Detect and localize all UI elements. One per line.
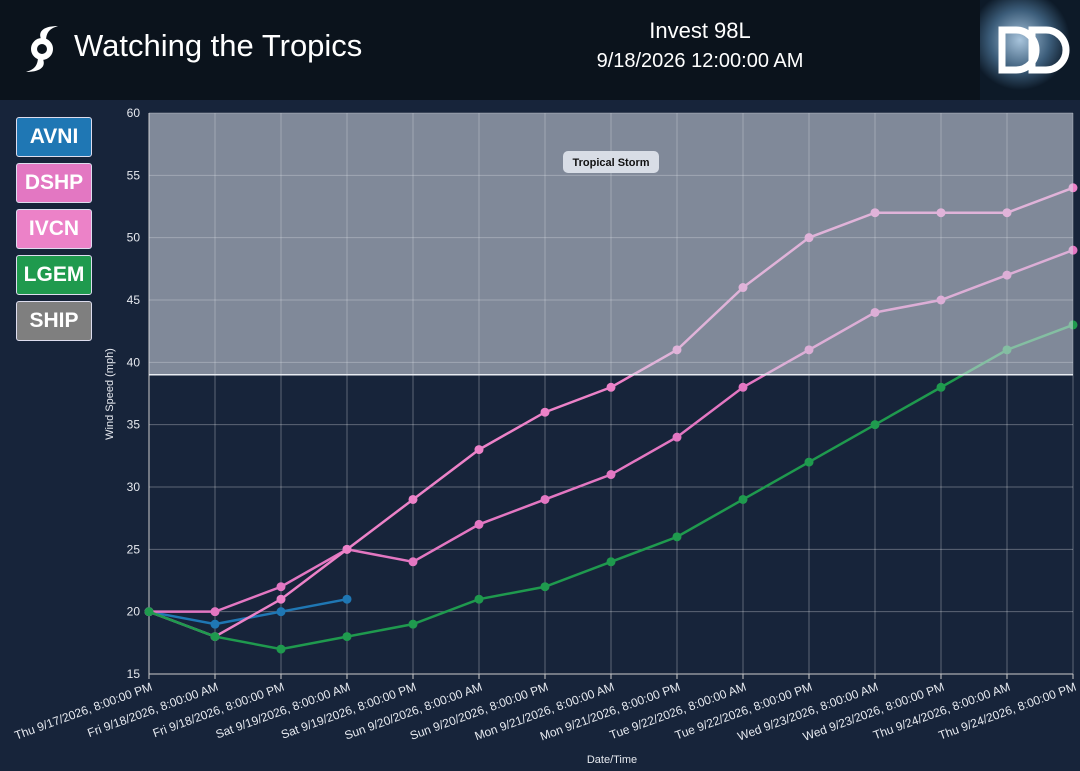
x-tick-label: Thu 9/24/2026, 8:00:00 AM [871, 680, 1012, 743]
series-toggle[interactable]: AVNI [16, 117, 92, 157]
data-point [474, 445, 484, 455]
x-axis-label: Date/Time [587, 754, 637, 766]
data-point [606, 557, 616, 567]
data-point [1068, 320, 1078, 330]
band-label-bg [563, 151, 659, 173]
series-toggle[interactable]: DSHP [16, 163, 92, 203]
y-tick-label: 55 [127, 168, 141, 182]
data-point [408, 494, 418, 504]
series-toggle[interactable]: IVCN [16, 209, 92, 249]
header: Watching the Tropics Invest 98L 9/18/202… [0, 0, 1080, 100]
data-point [144, 607, 154, 617]
data-point [144, 607, 154, 617]
data-point [936, 208, 946, 218]
y-tick-label: 15 [127, 667, 141, 681]
x-tick-label: Mon 9/21/2026, 8:00:00 AM [473, 680, 616, 744]
data-point [474, 519, 484, 529]
data-point [276, 644, 286, 654]
data-point [210, 632, 220, 642]
data-point [210, 607, 220, 617]
data-point [540, 582, 550, 592]
x-tick-label: Wed 9/23/2026, 8:00:00 PM [801, 680, 946, 744]
y-tick-label: 30 [127, 480, 141, 494]
data-point [342, 594, 352, 604]
data-point [672, 432, 682, 442]
x-tick-label: Tue 9/22/2026, 8:00:00 AM [608, 680, 748, 743]
data-point [144, 607, 154, 617]
data-point [276, 582, 286, 592]
y-tick-label: 45 [127, 293, 141, 307]
threshold-band [149, 113, 1073, 375]
data-point [1068, 183, 1078, 193]
x-tick-label: Mon 9/21/2026, 8:00:00 PM [538, 680, 682, 744]
data-point [342, 544, 352, 554]
series-line [148, 597, 348, 626]
data-point [606, 382, 616, 392]
x-tick-label: Fri 9/18/2026, 8:00:00 PM [151, 680, 286, 741]
series-line [148, 186, 1074, 638]
data-point [1002, 345, 1012, 355]
data-point [144, 607, 154, 617]
y-tick-label: 40 [127, 355, 141, 369]
x-tick-label: Wed 9/23/2026, 8:00:00 AM [736, 680, 880, 744]
data-point [804, 345, 814, 355]
data-point [408, 619, 418, 629]
x-tick-label: Sun 9/20/2026, 8:00:00 AM [343, 680, 484, 743]
series-line [148, 323, 1074, 651]
band-label: Tropical Storm [572, 157, 649, 169]
storm-name: Invest 98L [649, 18, 751, 43]
data-point [540, 407, 550, 417]
series-toggle[interactable]: SHIP [16, 301, 92, 341]
x-tick-label: Thu 9/24/2026, 8:00:00 PM [937, 680, 1078, 743]
y-tick-label: 50 [127, 231, 141, 245]
data-point [606, 470, 616, 480]
data-point [342, 632, 352, 642]
y-tick-label: 60 [127, 106, 141, 120]
y-tick-label: 25 [127, 542, 141, 556]
data-point [1002, 270, 1012, 280]
data-point [540, 494, 550, 504]
data-point [804, 457, 814, 467]
data-point [672, 345, 682, 355]
data-point [276, 607, 286, 617]
app-title: Watching the Tropics [74, 28, 363, 63]
data-point [870, 307, 880, 317]
y-tick-label: 20 [127, 605, 141, 619]
data-point [342, 544, 352, 554]
data-point [1002, 208, 1012, 218]
x-tick-label: Fri 9/18/2026, 8:00:00 AM [85, 680, 220, 740]
series-toggle[interactable]: LGEM [16, 255, 92, 295]
storm-datetime: 9/18/2026 12:00:00 AM [596, 50, 804, 72]
x-tick-label: Tue 9/22/2026, 8:00:00 PM [673, 680, 814, 743]
data-point [870, 420, 880, 430]
data-point [210, 619, 220, 629]
data-point [474, 594, 484, 604]
data-point [936, 382, 946, 392]
data-point [936, 295, 946, 305]
legend: AVNI DSHP IVCN LGEM SHIP [16, 117, 92, 347]
data-point [804, 233, 814, 243]
y-axis-label: Wind Speed (mph) [104, 348, 116, 440]
logo [980, 0, 1080, 100]
data-point [738, 283, 748, 293]
y-tick-label: 35 [127, 418, 141, 432]
series-line [149, 248, 1074, 613]
data-point [408, 557, 418, 567]
x-tick-label: Sun 9/20/2026, 8:00:00 PM [408, 680, 550, 743]
data-point [1068, 245, 1078, 255]
data-point [738, 382, 748, 392]
data-point [672, 532, 682, 542]
data-point [738, 494, 748, 504]
data-point [276, 594, 286, 604]
x-tick-label: Sat 9/19/2026, 8:00:00 PM [279, 680, 418, 742]
hurricane-icon [26, 26, 58, 72]
x-tick-label: Sat 9/19/2026, 8:00:00 AM [214, 680, 352, 742]
data-point [870, 208, 880, 218]
x-tick-label: Thu 9/17/2026, 8:00:00 PM [13, 680, 154, 743]
data-point [210, 632, 220, 642]
